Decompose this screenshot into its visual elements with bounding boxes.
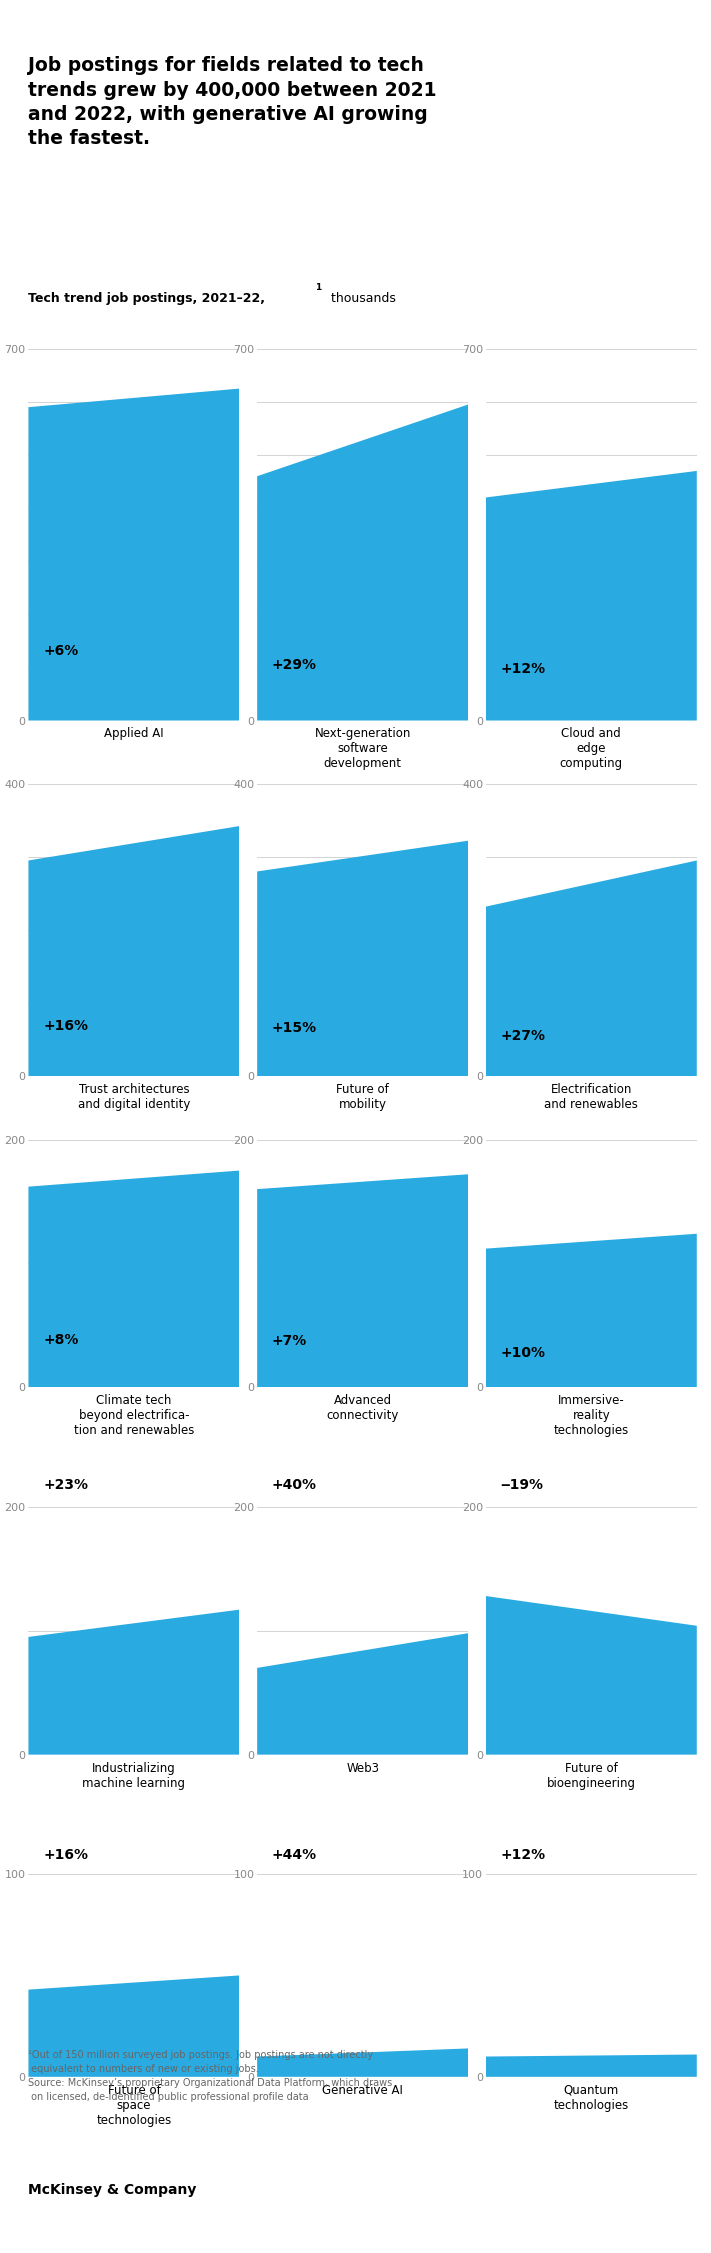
Text: thousands: thousands	[327, 293, 396, 304]
Text: +29%: +29%	[272, 658, 317, 671]
X-axis label: Quantum
technologies: Quantum technologies	[554, 2084, 629, 2111]
Polygon shape	[486, 861, 697, 1077]
Text: Job postings for fields related to tech
trends grew by 400,000 between 2021
and : Job postings for fields related to tech …	[28, 56, 437, 149]
X-axis label: Applied AI: Applied AI	[104, 728, 164, 741]
Text: +16%: +16%	[43, 1847, 88, 1861]
Text: +6%: +6%	[43, 644, 78, 658]
Text: +12%: +12%	[501, 662, 546, 676]
X-axis label: Web3: Web3	[346, 1762, 379, 1775]
Text: ¹Out of 150 million surveyed job postings. Job postings are not directly
 equiva: ¹Out of 150 million surveyed job posting…	[28, 2050, 392, 2102]
Polygon shape	[28, 388, 240, 721]
X-axis label: Advanced
connectivity: Advanced connectivity	[326, 1395, 399, 1422]
Text: 1: 1	[315, 284, 321, 293]
Text: +12%: +12%	[501, 1847, 546, 1861]
Polygon shape	[257, 406, 468, 721]
Text: +7%: +7%	[272, 1334, 307, 1347]
X-axis label: Future of
mobility: Future of mobility	[336, 1084, 389, 1111]
Text: +16%: +16%	[43, 1018, 88, 1034]
X-axis label: Future of
bioengineering: Future of bioengineering	[547, 1762, 636, 1789]
Polygon shape	[486, 471, 697, 721]
Polygon shape	[486, 1595, 697, 1755]
Text: +27%: +27%	[501, 1030, 545, 1043]
Text: +15%: +15%	[272, 1021, 317, 1036]
X-axis label: Climate tech
beyond electrifica-
tion and renewables: Climate tech beyond electrifica- tion an…	[74, 1395, 194, 1437]
X-axis label: Industrializing
machine learning: Industrializing machine learning	[82, 1762, 186, 1789]
Polygon shape	[257, 2048, 468, 2077]
Polygon shape	[486, 2055, 697, 2077]
Polygon shape	[257, 1633, 468, 1755]
Polygon shape	[28, 1976, 240, 2077]
Polygon shape	[28, 1609, 240, 1755]
Text: +8%: +8%	[43, 1334, 79, 1347]
X-axis label: Electrification
and renewables: Electrification and renewables	[545, 1084, 638, 1111]
X-axis label: Next-generation
software
development: Next-generation software development	[314, 728, 411, 771]
Text: ‒19%: ‒19%	[501, 1478, 544, 1491]
Polygon shape	[257, 1174, 468, 1388]
X-axis label: Generative AI: Generative AI	[322, 2084, 403, 2098]
Text: +10%: +10%	[501, 1345, 545, 1359]
Polygon shape	[28, 827, 240, 1077]
X-axis label: Cloud and
edge
computing: Cloud and edge computing	[560, 728, 623, 771]
Text: McKinsey & Company: McKinsey & Company	[28, 2183, 197, 2197]
X-axis label: Future of
space
technologies: Future of space technologies	[96, 2084, 171, 2127]
Polygon shape	[486, 1235, 697, 1388]
Polygon shape	[28, 1172, 240, 1388]
Text: +44%: +44%	[272, 1847, 317, 1861]
Text: +40%: +40%	[272, 1478, 317, 1491]
X-axis label: Trust architectures
and digital identity: Trust architectures and digital identity	[77, 1084, 190, 1111]
X-axis label: Immersive-
reality
technologies: Immersive- reality technologies	[554, 1395, 629, 1437]
Text: Tech trend job postings, 2021–22,: Tech trend job postings, 2021–22,	[28, 293, 265, 304]
Text: +23%: +23%	[43, 1478, 88, 1491]
Polygon shape	[257, 840, 468, 1077]
